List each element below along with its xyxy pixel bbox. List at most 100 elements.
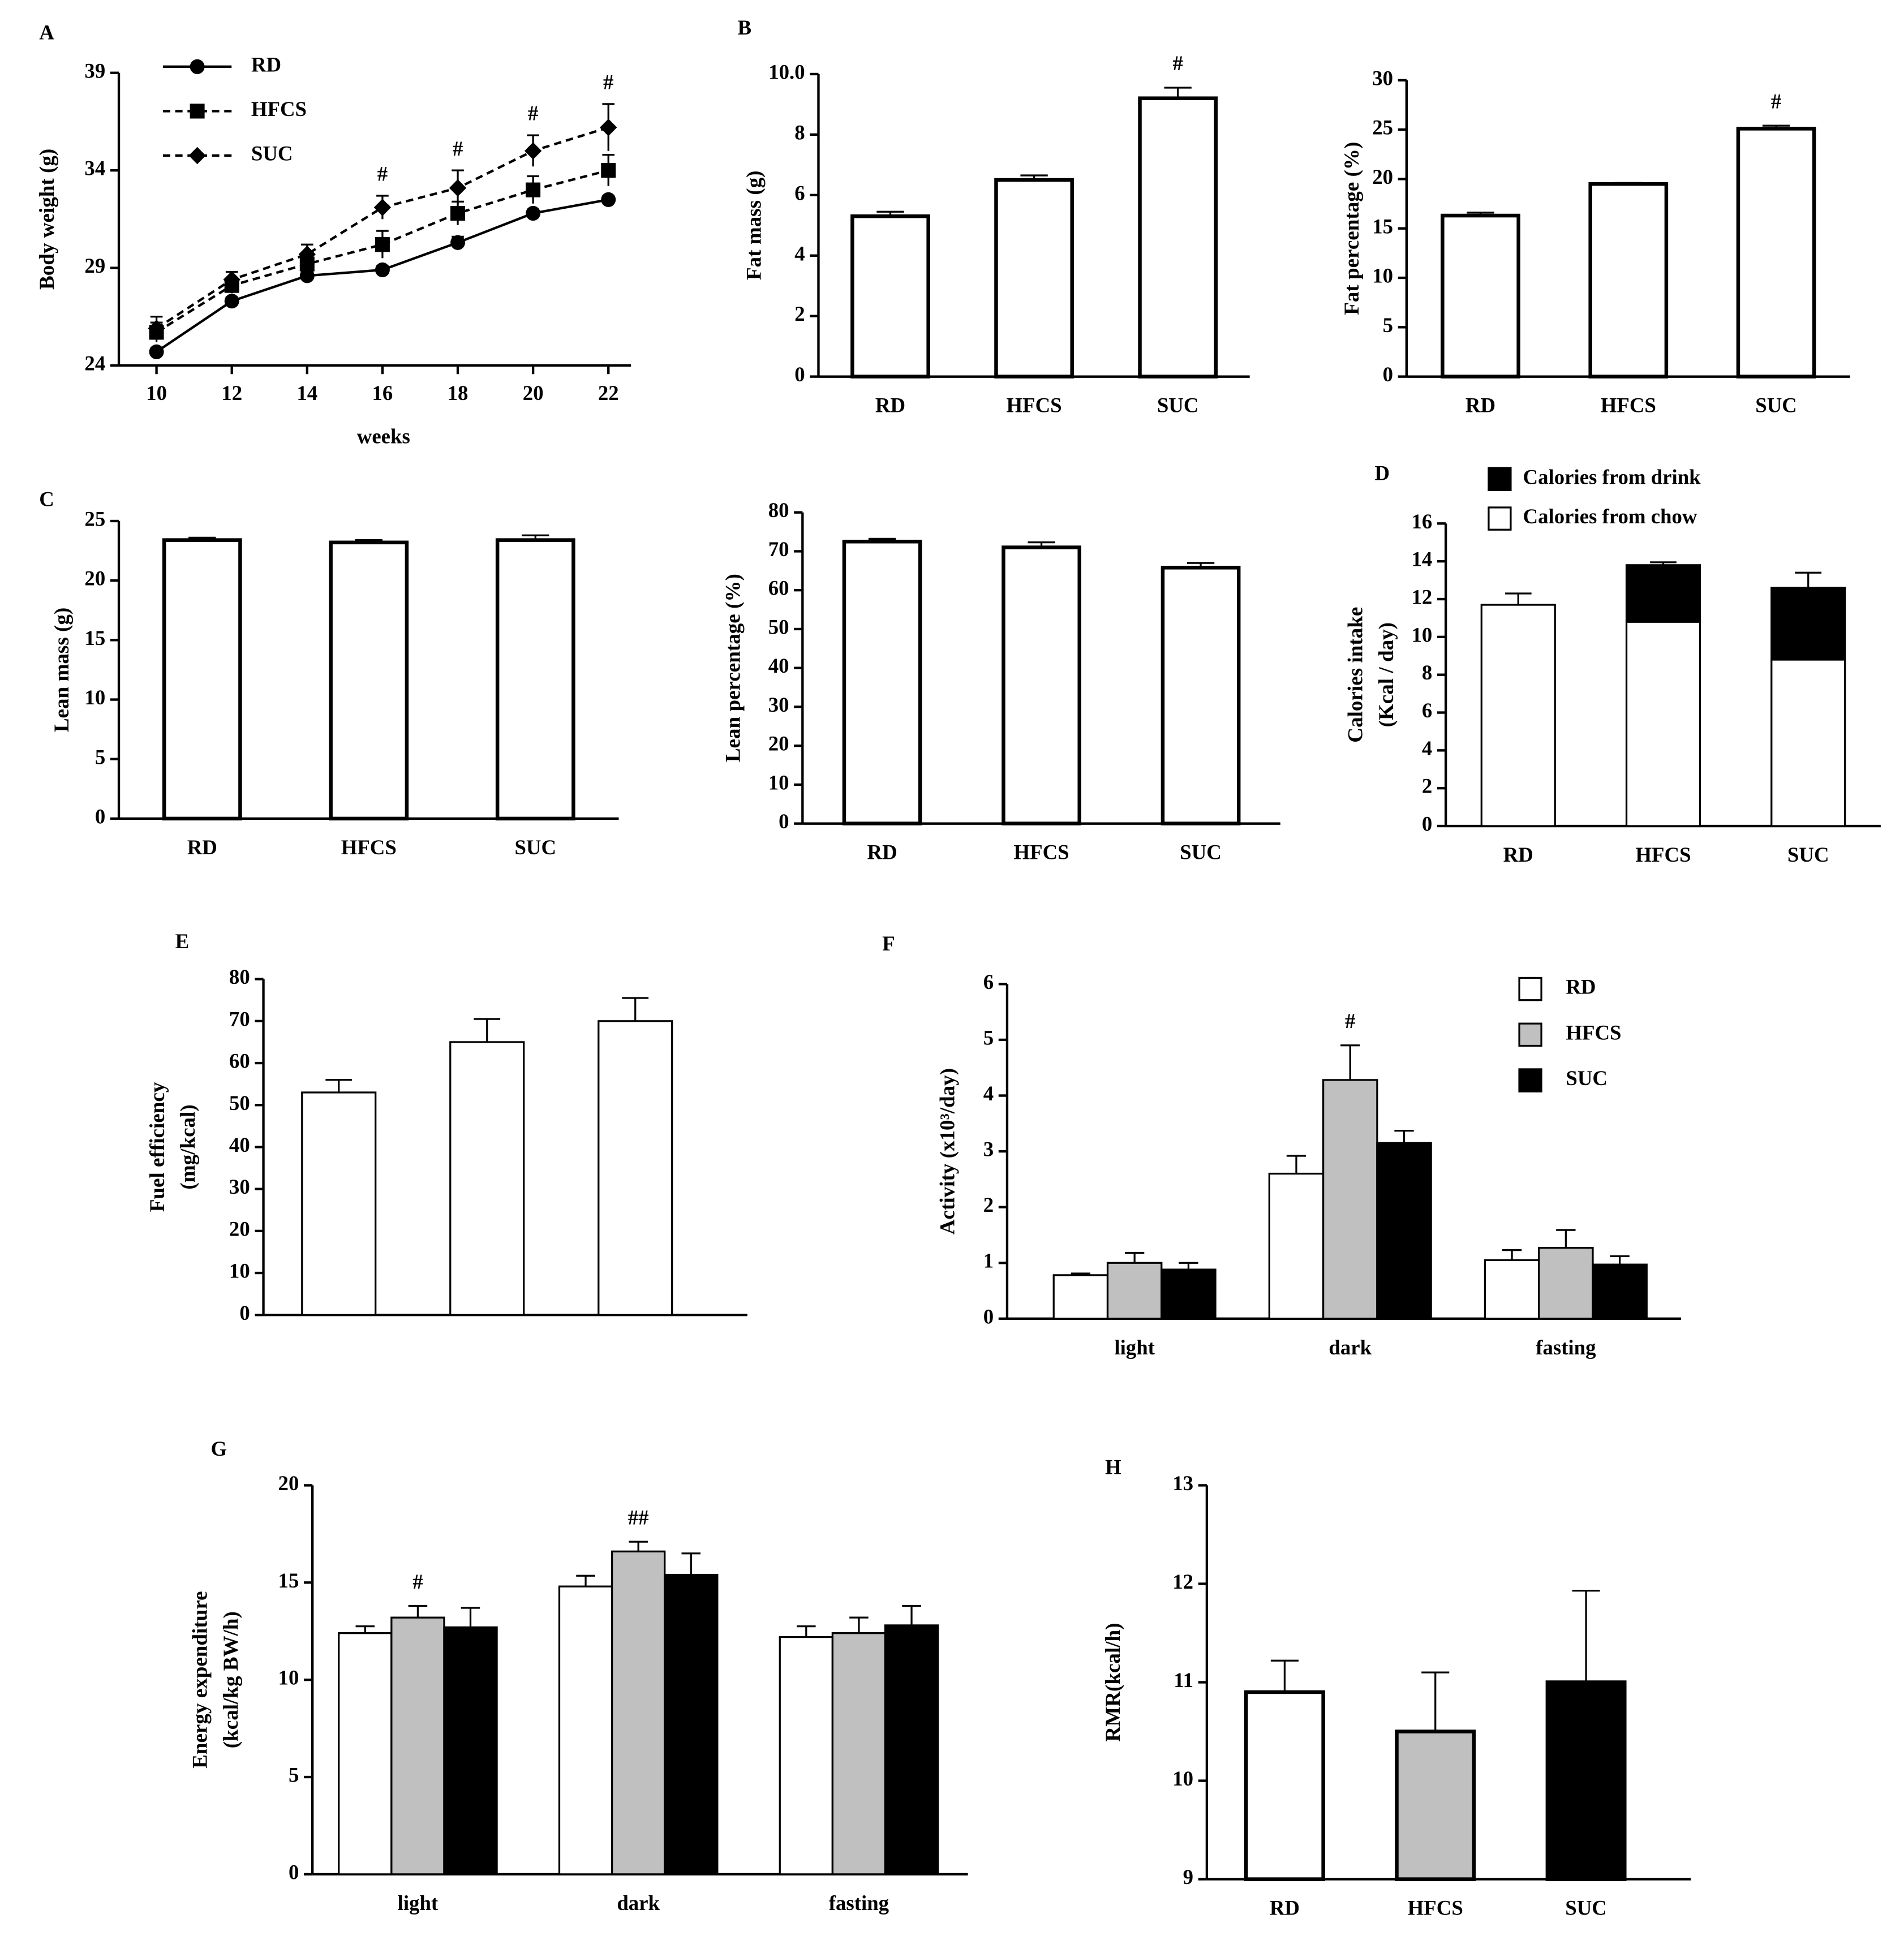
panel-label: A <box>39 20 54 44</box>
x-tick-label: SUC <box>1787 843 1829 866</box>
bar <box>1588 182 1669 378</box>
y-tick-label: 34 <box>84 157 105 180</box>
bar <box>329 540 409 821</box>
y-tick-label: 15 <box>84 626 105 649</box>
legend-label: Calories from drink <box>1523 465 1701 488</box>
y-tick-label: 5 <box>289 1763 299 1786</box>
marker <box>299 268 315 283</box>
y-axis-label: Fat percentage (%) <box>1340 142 1364 315</box>
x-tick-label: RD <box>187 836 217 859</box>
marker <box>224 294 239 309</box>
legend-marker <box>190 104 205 119</box>
y-tick-label: 29 <box>84 254 105 277</box>
legend-swatch <box>1518 1068 1542 1092</box>
y-tick-label: 50 <box>229 1091 250 1115</box>
marker <box>223 270 240 289</box>
x-tick-label: light <box>398 1891 439 1915</box>
y-tick-label: 8 <box>1422 661 1432 684</box>
y-tick-label: 5 <box>1383 313 1393 337</box>
bar <box>1395 1730 1476 1881</box>
bar <box>1484 1259 1540 1320</box>
bar <box>831 1632 887 1875</box>
y-tick-label: 70 <box>229 1007 250 1030</box>
x-tick-label: HFCS <box>1007 394 1062 417</box>
y-tick-label: 12 <box>1412 585 1433 608</box>
x-tick-label: 16 <box>372 381 393 405</box>
y-axis-label: Activity (x10³/day) <box>936 1068 960 1234</box>
x-tick-label: dark <box>617 1891 660 1915</box>
y-tick-label: 13 <box>1172 1472 1193 1495</box>
legend-swatch <box>1488 506 1512 531</box>
y-tick-label: 0 <box>794 363 805 386</box>
y-axis-label: RMR(kcal/h) <box>1101 1623 1125 1741</box>
y-tick-label: 30 <box>1372 66 1393 89</box>
y-tick-label: 10 <box>278 1666 299 1689</box>
y-tick-label: 70 <box>768 537 789 561</box>
bar <box>1268 1172 1325 1320</box>
y-tick-label: 60 <box>768 577 789 600</box>
annotation: # <box>1345 1009 1355 1032</box>
bar <box>443 1626 498 1875</box>
legend-marker <box>188 147 206 165</box>
bar <box>779 1636 833 1875</box>
bar <box>1538 1246 1594 1320</box>
y-tick-label: 20 <box>84 567 105 590</box>
x-tick-label: SUC <box>1755 394 1797 417</box>
annotation: # <box>453 137 463 160</box>
y-axis-label: Energy expenditure <box>188 1591 212 1768</box>
y-tick-label: 4 <box>983 1082 994 1105</box>
bar <box>850 214 930 378</box>
legend-marker <box>190 59 205 74</box>
y-tick-label: 2 <box>794 302 805 325</box>
y-tick-label: 60 <box>229 1049 250 1072</box>
marker <box>524 142 542 160</box>
x-tick-label: light <box>1114 1336 1155 1359</box>
panel-label: D <box>1375 462 1390 485</box>
y-tick-label: 24 <box>84 351 105 375</box>
y-tick-label: 6 <box>1422 699 1432 722</box>
y-axis-label: (Kcal / day) <box>1374 622 1398 727</box>
y-tick-label: 9 <box>1183 1865 1193 1888</box>
y-tick-label: 10 <box>229 1259 250 1282</box>
panel-label: E <box>175 930 190 953</box>
y-axis-label: (kcal/kg BW/h) <box>219 1611 243 1748</box>
panel-label: H <box>1105 1455 1121 1478</box>
bar <box>1625 564 1701 623</box>
y-tick-label: 30 <box>768 693 789 716</box>
annotation: # <box>412 1570 423 1593</box>
y-tick-label: 0 <box>779 810 789 833</box>
panel-label: F <box>882 932 895 955</box>
y-tick-label: 6 <box>983 970 994 993</box>
annotation: # <box>528 102 538 125</box>
x-tick-label: dark <box>1329 1336 1372 1359</box>
bar <box>1376 1142 1432 1320</box>
legend-swatch <box>1518 1022 1542 1047</box>
line <box>156 126 609 330</box>
y-tick-label: 1 <box>983 1249 994 1272</box>
y-tick-label: 6 <box>794 181 805 204</box>
y-tick-label: 20 <box>278 1472 299 1495</box>
y-axis-label: Fuel efficiency <box>145 1082 169 1212</box>
y-tick-label: 4 <box>1422 737 1432 760</box>
marker <box>450 235 466 250</box>
panel-label: G <box>210 1437 227 1460</box>
y-tick-label: 4 <box>794 242 805 265</box>
y-tick-label: 30 <box>229 1175 250 1198</box>
marker <box>449 179 467 197</box>
marker <box>526 205 541 221</box>
x-tick-label: SUC <box>1157 394 1199 417</box>
x-tick-label: HFCS <box>341 836 397 859</box>
y-tick-label: 0 <box>95 804 105 828</box>
bar <box>338 1632 393 1875</box>
y-tick-label: 50 <box>768 615 789 638</box>
legend-label: HFCS <box>1566 1021 1621 1044</box>
legend-swatch <box>1518 976 1542 1001</box>
y-axis-label: Calories intake <box>1344 607 1367 743</box>
y-tick-label: 20 <box>768 732 789 755</box>
y-tick-label: 10 <box>84 686 105 709</box>
marker <box>601 192 616 207</box>
bar <box>1138 96 1218 378</box>
y-tick-label: 5 <box>95 745 105 768</box>
y-tick-label: 16 <box>1412 510 1433 533</box>
